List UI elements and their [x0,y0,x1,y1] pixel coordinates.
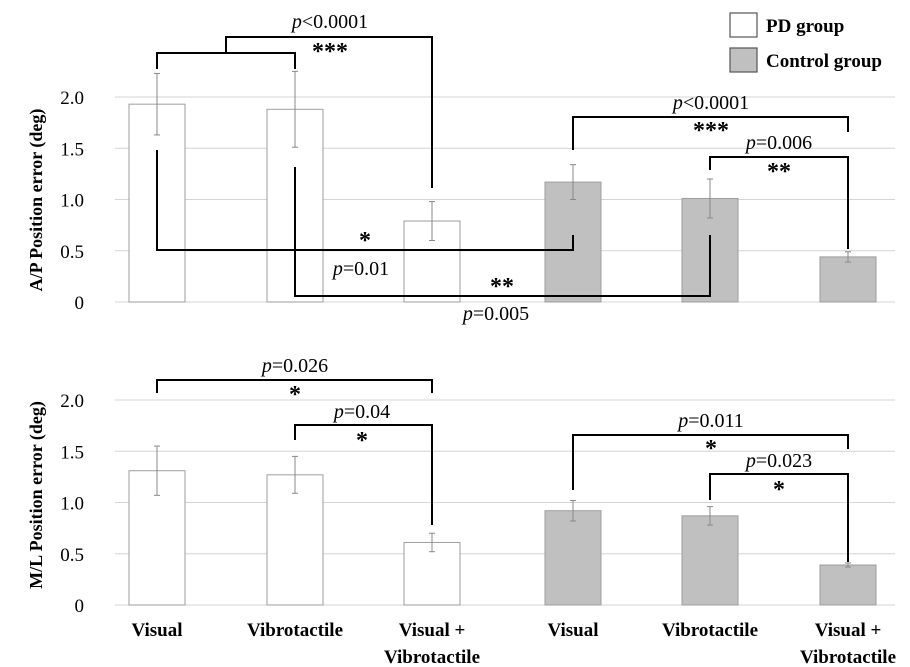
bar [681,515,739,606]
bracket [156,150,574,251]
significance-stars: ** [767,159,791,185]
category-label: Visual + [815,620,882,641]
y-tick-label: 0 [75,293,85,314]
category-label: Vibrotactile [800,647,896,667]
significance-stars: * [289,382,301,408]
p-value-label: p<0.0001 [671,92,749,114]
bracket [225,36,433,188]
bar [266,474,324,606]
category-label: Visual [131,620,182,641]
bar [544,510,602,606]
p-value-label: p=0.04 [332,401,390,423]
p-value-label: p=0.026 [260,355,328,377]
p-value-label: p=0.006 [744,132,812,154]
y-axis-label: M/L Position error (deg) [26,401,47,589]
category-label: Visual [547,620,598,641]
bracket [709,473,849,562]
significance-stars: * [359,228,371,254]
category-label: Vibrotactile [662,620,758,641]
y-tick-label: 0.5 [60,242,84,263]
ap-panel: 0 0.5 1.0 1.5 2.0 A/P Position error (deg) p<0… [26,11,895,325]
p-value-label: p<0.0001 [290,11,368,33]
p-value-label: p=0.01 [331,258,389,280]
y-tick-label: 2.0 [60,88,84,109]
bar [819,256,877,303]
legend-swatch-pd [729,12,758,38]
significance-stars: * [356,428,368,454]
p-value-label: p=0.023 [744,450,812,472]
p-value-label: p=0.011 [676,410,744,432]
y-tick-label: 2.0 [60,391,84,412]
bracket [294,167,711,297]
legend: PD group Control group [729,12,882,73]
bracket [572,116,849,150]
significance-stars: *** [693,118,729,144]
legend-label-control: Control group [766,51,882,72]
bracket [572,434,849,490]
p-value-label: p=0.005 [461,303,529,325]
significance-stars: *** [312,39,348,65]
y-tick-label: 1.5 [60,139,84,160]
legend-label-pd: PD group [766,16,844,37]
y-axis-label: A/P Position error (deg) [26,109,47,292]
bar [403,541,461,606]
bracket [294,424,433,525]
significance-stars: * [773,477,785,503]
ml-panel: 0 0.5 1.0 1.5 2.0 M/L Position error (deg) Vis… [26,355,896,667]
bracket [709,156,849,249]
category-label: Visual + [399,620,466,641]
bar [819,564,877,606]
category-label: Vibrotactile [247,620,343,641]
bracket [156,379,433,393]
y-tick-label: 1.0 [60,191,84,212]
y-tick-label: 1.5 [60,442,84,463]
category-label: Vibrotactile [384,647,480,667]
y-tick-label: 1.0 [60,494,84,515]
significance-stars: * [705,436,717,462]
bracket-combined-leg [156,52,296,69]
y-tick-label: 0 [75,596,85,617]
significance-stars: ** [490,274,514,300]
y-tick-label: 0.5 [60,545,84,566]
legend-swatch-control [729,47,758,73]
